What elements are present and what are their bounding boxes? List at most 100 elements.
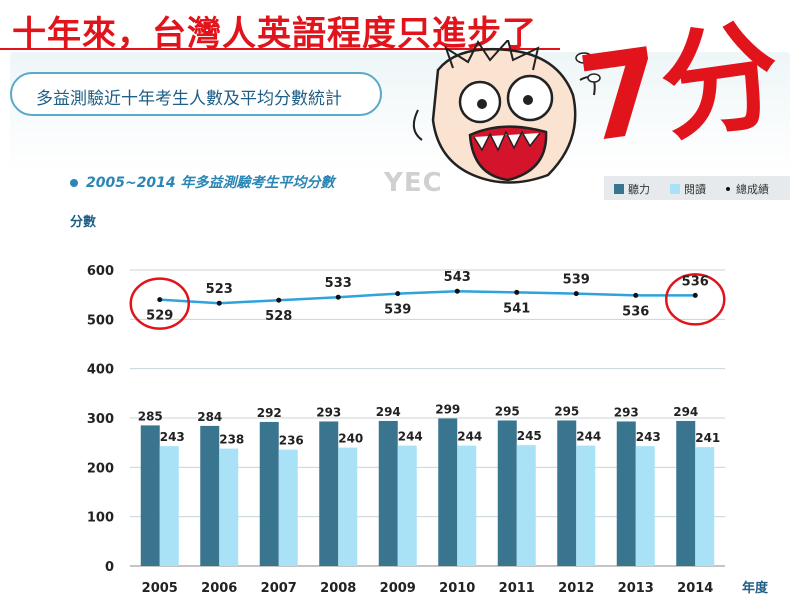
x-tick-label: 2013 [618, 581, 654, 596]
bar-listening [200, 425, 220, 566]
bar-reading [397, 445, 417, 566]
data-label-listening: 292 [257, 406, 282, 420]
bullet-icon [70, 179, 78, 187]
legend-item-total: 總成績 [726, 181, 769, 197]
bar-reading [338, 447, 358, 566]
data-label-reading: 240 [338, 432, 363, 446]
y-tick-label: 400 [87, 363, 114, 378]
total-score-point [276, 297, 282, 303]
x-tick-label: 2005 [142, 581, 178, 596]
y-tick-label: 500 [87, 313, 114, 328]
bar-listening [319, 421, 339, 566]
subtitle-box: 多益測驗近十年考生人數及平均分數統計 [10, 72, 382, 116]
data-label-listening: 293 [316, 405, 341, 419]
data-label-reading: 244 [576, 430, 601, 444]
total-score-point [216, 300, 222, 306]
x-tick-label: 2014 [677, 581, 713, 596]
bar-listening [140, 425, 160, 566]
x-tick-label: 2007 [261, 581, 297, 596]
data-label-listening: 285 [138, 409, 163, 423]
seven-points-callout: 7分 [571, 5, 788, 150]
data-label-reading: 243 [636, 430, 661, 444]
legend-dot-total [726, 187, 730, 191]
legend-item-reading: 閱讀 [670, 181, 706, 197]
total-score-point [633, 292, 639, 298]
bar-listening [676, 420, 696, 566]
bar-reading [516, 445, 536, 566]
data-label-total: 543 [444, 270, 471, 285]
bar-listening [497, 420, 517, 566]
data-label-total: 539 [563, 273, 590, 288]
bar-listening [378, 420, 398, 566]
y-axis-label: 分數 [70, 214, 96, 230]
bar-listening [557, 420, 577, 566]
data-label-reading: 241 [695, 431, 720, 445]
x-tick-label: 2011 [499, 581, 535, 596]
x-tick-label: 2008 [320, 581, 356, 596]
data-label-listening: 294 [376, 405, 401, 419]
legend-swatch-reading [670, 184, 680, 194]
total-score-point [573, 291, 579, 297]
data-label-total: 536 [682, 274, 709, 289]
data-label-reading: 245 [517, 429, 542, 443]
legend-swatch-listening [614, 184, 624, 194]
y-tick-label: 600 [87, 264, 114, 279]
y-tick-label: 200 [87, 461, 114, 476]
data-label-total: 528 [265, 309, 292, 324]
x-tick-label: 2006 [201, 581, 237, 596]
bar-reading [576, 445, 596, 566]
data-label-reading: 236 [279, 434, 304, 448]
bar-listening [259, 421, 279, 566]
data-label-listening: 299 [435, 402, 460, 416]
data-label-listening: 293 [614, 405, 639, 419]
data-label-listening: 295 [495, 404, 520, 418]
chart-title: 2005~2014 年多益測驗考生平均分數 [86, 175, 335, 191]
y-tick-label: 100 [87, 511, 114, 526]
bar-reading [635, 446, 655, 566]
data-label-total: 539 [384, 303, 411, 318]
x-tick-label: 2012 [558, 581, 594, 596]
data-label-total: 541 [503, 301, 530, 316]
bar-reading [278, 449, 298, 566]
callout-text: 7分 [571, 5, 788, 150]
total-score-point [514, 289, 520, 295]
watermark: YEC [384, 168, 443, 198]
bar-reading [457, 445, 477, 566]
data-label-total: 529 [146, 309, 173, 324]
data-label-reading: 244 [398, 430, 423, 444]
y-tick-label: 0 [105, 560, 114, 575]
total-score-point [335, 294, 341, 300]
bar-reading [695, 447, 715, 566]
subtitle: 多益測驗近十年考生人數及平均分數統計 [36, 89, 342, 109]
screaming-face-icon [412, 40, 601, 184]
total-score-point [395, 291, 401, 297]
total-score-point [157, 297, 163, 303]
highlight-circle [665, 273, 726, 326]
chart-legend: 聽力 閱讀 總成績 [604, 176, 790, 200]
bar-listening [438, 418, 458, 566]
bar-listening [616, 421, 636, 566]
total-score-line [159, 289, 696, 305]
data-label-listening: 284 [197, 410, 222, 424]
data-label-total: 536 [622, 304, 649, 319]
data-label-total: 533 [325, 276, 352, 291]
data-label-reading: 243 [160, 430, 185, 444]
data-label-listening: 294 [673, 405, 698, 419]
total-score-point [692, 292, 698, 298]
bar-reading [219, 448, 239, 566]
total-score-point [454, 288, 460, 294]
bar-reading [159, 446, 179, 566]
data-label-reading: 238 [219, 433, 244, 447]
x-axis-label: 年度 [742, 580, 769, 596]
data-label-listening: 295 [554, 404, 579, 418]
headline: 十年來，台灣人英語程度只進步了 [12, 14, 537, 54]
y-tick-label: 300 [87, 412, 114, 427]
data-label-reading: 244 [457, 430, 482, 444]
legend-item-listening: 聽力 [614, 181, 650, 197]
headline-underline [0, 48, 560, 50]
chart-title-row: 2005~2014 年多益測驗考生平均分數 [70, 172, 335, 192]
x-tick-label: 2009 [380, 581, 416, 596]
x-tick-label: 2010 [439, 581, 475, 596]
highlight-circle [129, 277, 190, 330]
